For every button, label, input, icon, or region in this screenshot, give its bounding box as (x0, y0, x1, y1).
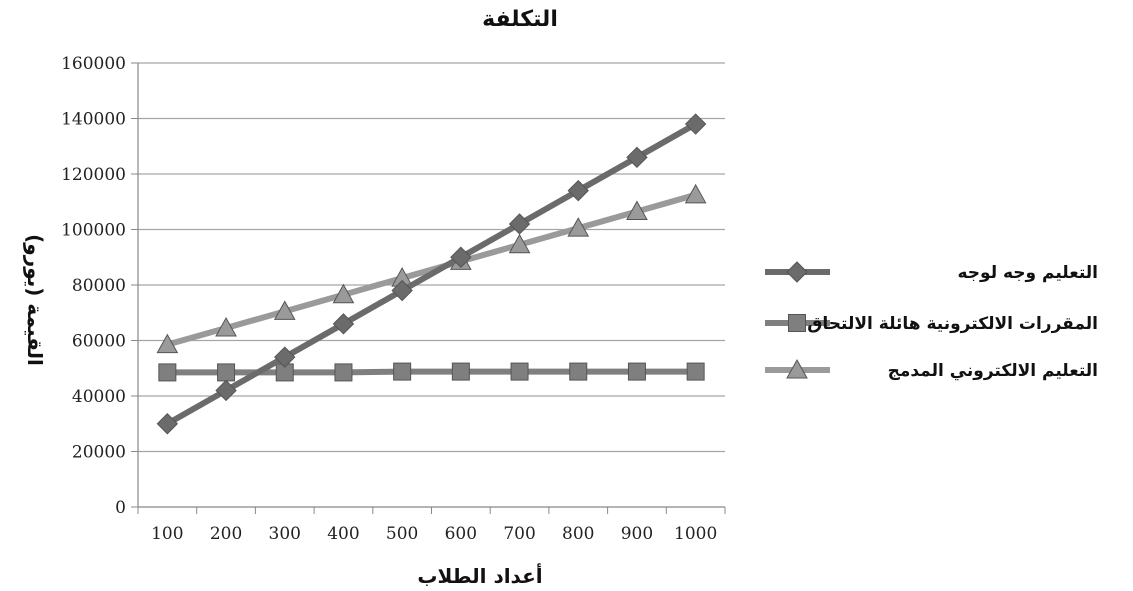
data-point (273, 300, 296, 320)
data-point (391, 279, 413, 302)
legend-label: التعليم الالكتروني المدمج (888, 361, 1098, 381)
y-axis-title: القيمة (يورو) (23, 234, 47, 366)
legend: التعليم وجه لوجه المقررات الالكترونية هائ… (765, 261, 1098, 381)
y-tick-label: 80000 (72, 276, 126, 296)
legend-swatch-marker (786, 261, 808, 283)
series-line (165, 121, 698, 427)
x-tick-label: 300 (269, 524, 301, 544)
data-point (332, 283, 355, 304)
axes (131, 62, 726, 514)
data-point (393, 362, 412, 381)
legend-swatch-marker (786, 358, 808, 379)
data-point (451, 362, 470, 381)
data-point (626, 146, 648, 169)
data-point (156, 333, 179, 354)
series-3 (156, 183, 707, 354)
data-point (158, 363, 177, 382)
data-point (334, 363, 353, 382)
x-tick-labels: 100 200 300 400 500 600 700 800 900 1000 (151, 524, 717, 544)
data-point (217, 363, 236, 382)
chart-title: التكلفة (482, 7, 558, 32)
legend-swatch-marker (788, 314, 806, 332)
data-point (627, 362, 646, 381)
y-tick-label: 60000 (72, 332, 126, 352)
x-tick-label: 100 (151, 524, 183, 544)
data-point (332, 313, 355, 335)
x-tick-label: 700 (503, 524, 535, 544)
x-tick-label: 900 (621, 524, 653, 544)
x-tick-label: 800 (562, 524, 594, 544)
data-point (215, 379, 237, 402)
data-point (274, 346, 296, 368)
series-1 (156, 113, 707, 435)
x-tick-label: 400 (327, 524, 359, 544)
data-point (686, 362, 705, 381)
y-tick-label: 120000 (61, 165, 126, 185)
y-tick-label: 20000 (72, 443, 126, 463)
data-point (684, 183, 707, 204)
data-point (684, 113, 707, 135)
y-tick-label: 140000 (61, 110, 126, 130)
series-group (156, 113, 707, 435)
series-2 (158, 362, 705, 382)
y-tick-label: 160000 (61, 54, 126, 74)
data-point (569, 362, 588, 381)
data-point (508, 233, 531, 254)
legend-item: المقررات الالكترونية هائلة الالتحاق (765, 314, 1098, 334)
data-point (215, 316, 237, 337)
data-point (567, 179, 589, 202)
x-tick-label: 200 (210, 524, 242, 544)
data-point (508, 213, 531, 235)
y-tick-label: 0 (115, 498, 126, 518)
data-point (626, 200, 648, 220)
series-line (166, 191, 697, 348)
data-point (567, 217, 590, 237)
legend-item: التعليم وجه لوجه (765, 261, 1098, 283)
x-tick-label: 500 (386, 524, 418, 544)
data-point (156, 413, 179, 435)
data-point (450, 246, 472, 268)
x-tick-label: 600 (445, 524, 477, 544)
data-point (510, 362, 529, 381)
x-tick-label: 1000 (674, 524, 717, 544)
legend-item: التعليم الالكتروني المدمج (765, 358, 1098, 381)
y-tick-labels: 0 20000 40000 60000 80000 100000 120000 140000 1… (61, 54, 126, 518)
legend-label: المقررات الالكترونية هائلة الالتحاق (807, 314, 1098, 334)
series-line (167, 368, 696, 376)
y-tick-label: 100000 (61, 221, 126, 241)
y-tick-label: 40000 (72, 387, 126, 407)
x-axis-title: أعداد الطلاب (417, 562, 542, 588)
gridlines (138, 62, 725, 453)
legend-label: التعليم وجه لوجه (957, 263, 1098, 283)
